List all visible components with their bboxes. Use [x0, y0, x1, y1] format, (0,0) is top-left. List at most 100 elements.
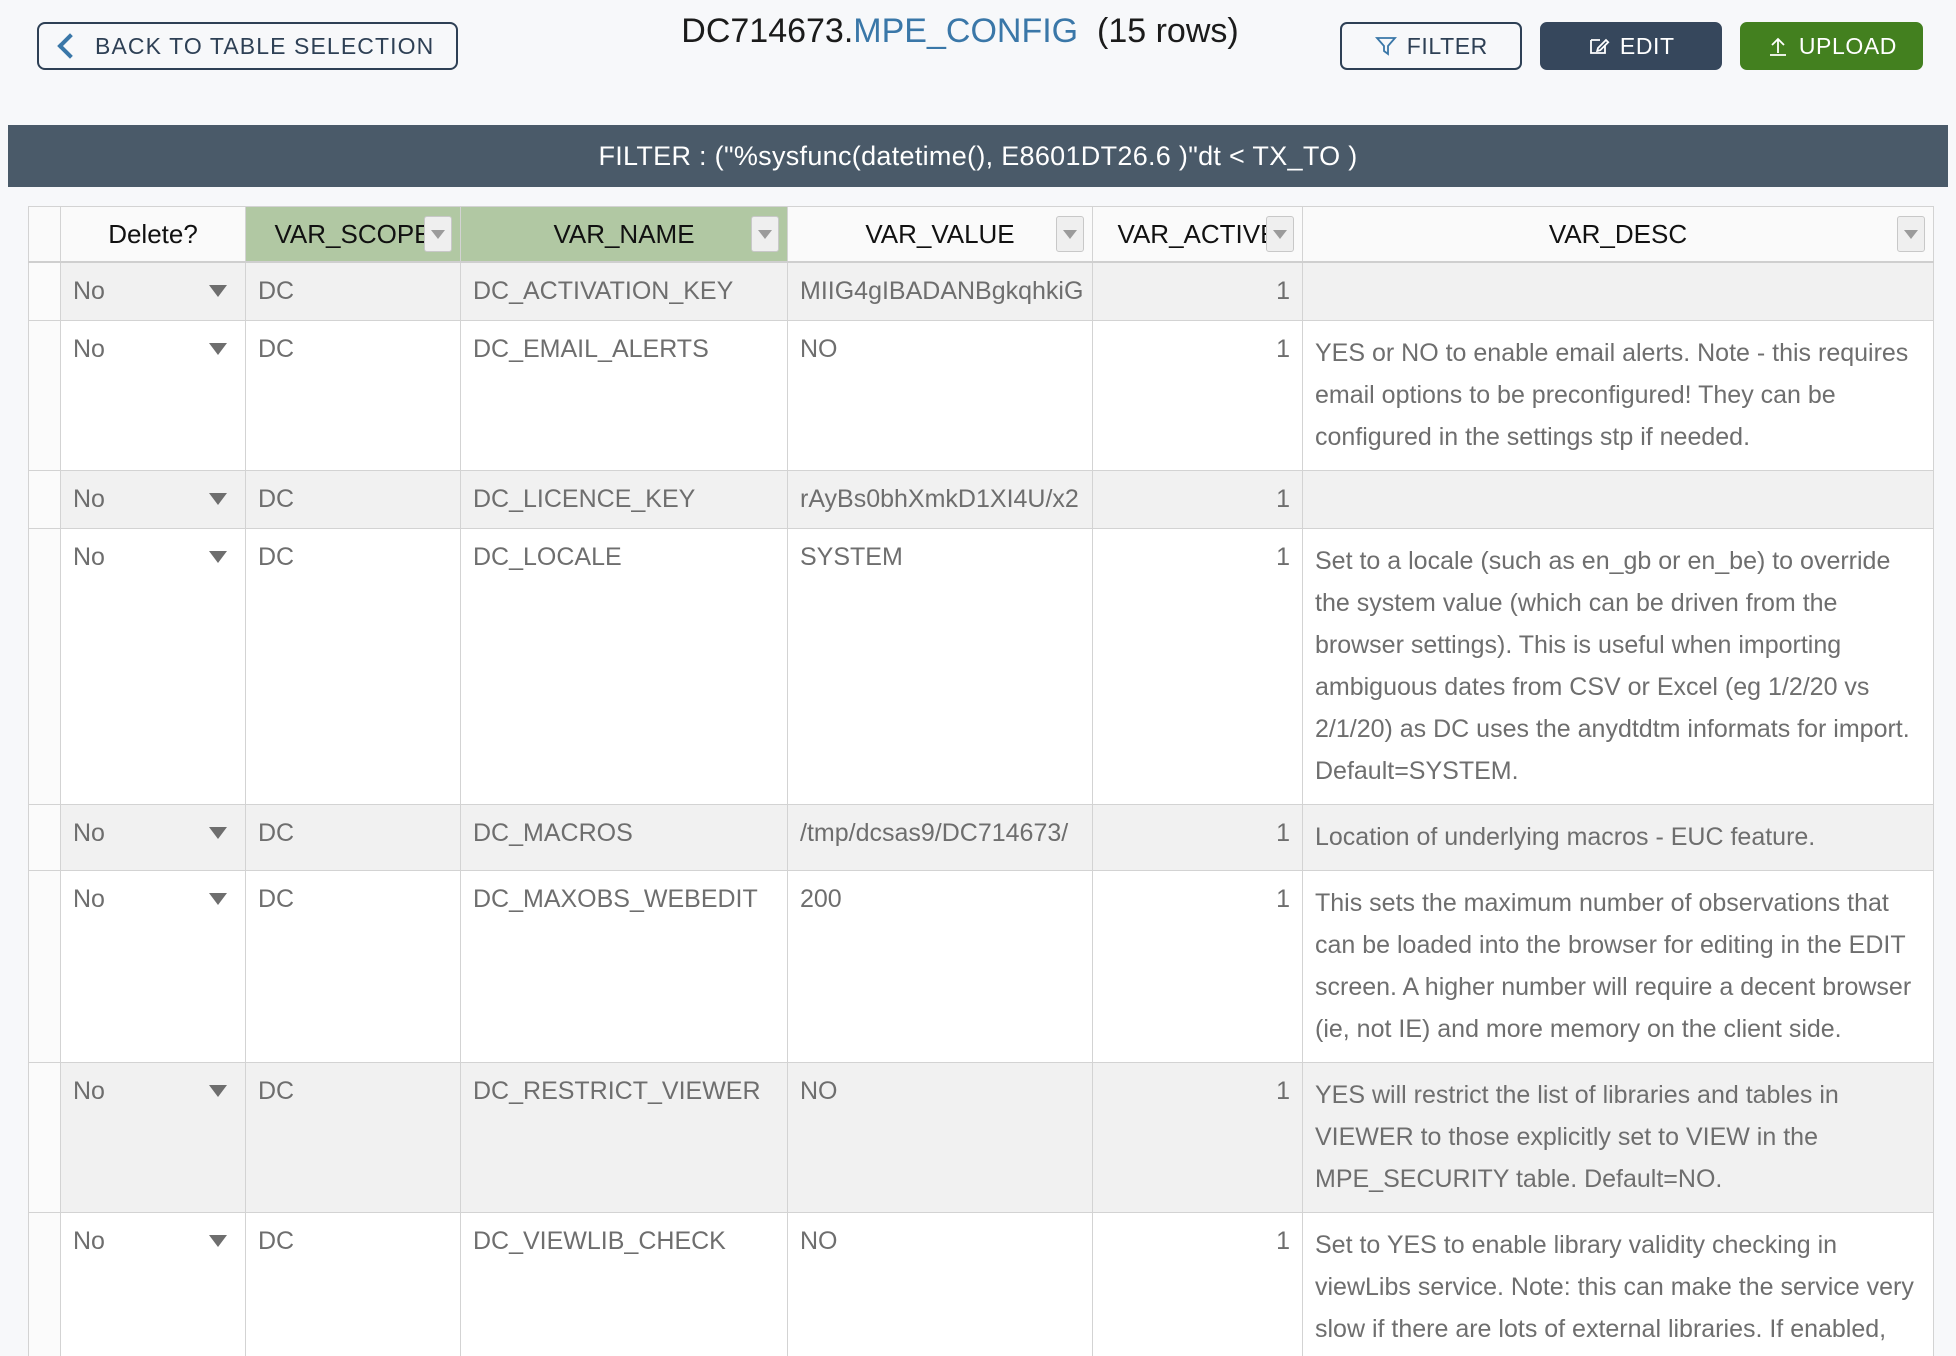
- cell-var-scope[interactable]: DC: [245, 1212, 461, 1356]
- cell-var-name[interactable]: DC_MACROS: [460, 804, 788, 871]
- column-header-var-desc-label: VAR_DESC: [1548, 218, 1688, 249]
- cell-var-value[interactable]: NO: [787, 320, 1093, 471]
- table-row[interactable]: No DC DC_MACROS/tmp/dcsas9/DC714673/1 Locat…: [28, 804, 1934, 871]
- chevron-down-icon[interactable]: [209, 493, 227, 505]
- cell-var-desc[interactable]: Set to YES to enable library validity ch…: [1302, 1212, 1934, 1356]
- cell-var-desc[interactable]: This sets the maximum number of observat…: [1302, 870, 1934, 1063]
- cell-delete[interactable]: No: [60, 1062, 246, 1213]
- cell-var-name[interactable]: DC_LICENCE_KEY: [460, 470, 788, 529]
- cell-var-scope[interactable]: DC: [245, 261, 461, 321]
- cell-var-active[interactable]: 1: [1092, 1212, 1303, 1356]
- cell-var-name[interactable]: DC_EMAIL_ALERTS: [460, 320, 788, 471]
- column-filter-var-active[interactable]: [1266, 216, 1294, 252]
- chevron-down-icon[interactable]: [209, 1085, 227, 1097]
- chevron-down-icon[interactable]: [209, 827, 227, 839]
- column-header-var-desc[interactable]: VAR_DESC: [1302, 206, 1934, 263]
- row-handle[interactable]: [28, 1212, 61, 1356]
- cell-var-active[interactable]: 1: [1092, 528, 1303, 805]
- upload-button[interactable]: UPLOAD: [1739, 22, 1923, 70]
- column-header-var-value[interactable]: VAR_VALUE: [787, 206, 1093, 263]
- cell-delete[interactable]: No: [60, 804, 246, 871]
- cell-var-active[interactable]: 1: [1092, 1062, 1303, 1213]
- cell-var-name[interactable]: DC_VIEWLIB_CHECK: [460, 1212, 788, 1356]
- column-header-var-active-label: VAR_ACTIVE: [1117, 218, 1278, 249]
- cell-var-active[interactable]: 1: [1092, 470, 1303, 529]
- cell-var-name[interactable]: DC_RESTRICT_VIEWER: [460, 1062, 788, 1213]
- cell-var-active[interactable]: 1: [1092, 261, 1303, 321]
- cell-var-active[interactable]: 1: [1092, 804, 1303, 871]
- cell-var-value[interactable]: NO: [787, 1212, 1093, 1356]
- cell-var-value[interactable]: MIIG4gIBADANBgkqhkiG: [787, 261, 1093, 321]
- cell-delete[interactable]: No: [60, 320, 246, 471]
- table-row[interactable]: No DC DC_LICENCE_KEY rAyBs0bhXmkD1XI4U/x2 1: [28, 470, 1934, 529]
- cell-var-scope[interactable]: DC: [245, 804, 461, 871]
- cell-var-scope[interactable]: DC: [245, 320, 461, 471]
- row-handle[interactable]: [28, 804, 61, 871]
- cell-delete[interactable]: No: [60, 470, 246, 529]
- cell-var-value[interactable]: NO: [787, 1062, 1093, 1213]
- chevron-down-icon[interactable]: [209, 343, 227, 355]
- edit-button[interactable]: EDIT: [1539, 22, 1722, 70]
- row-handle[interactable]: [28, 261, 61, 321]
- cell-var-desc[interactable]: Location of underlying macros - EUC feat…: [1302, 804, 1934, 871]
- filter-button-label: FILTER: [1406, 32, 1488, 59]
- column-header-var-scope[interactable]: VAR_SCOPE: [245, 206, 461, 263]
- column-filter-var-scope[interactable]: [424, 216, 452, 252]
- cell-delete[interactable]: No: [60, 1212, 246, 1356]
- table-row[interactable]: No DC DC_MAXOBS_WEBEDIT 200 1 This sets the m…: [28, 870, 1934, 1063]
- cell-var-desc[interactable]: [1302, 261, 1934, 321]
- cell-var-active[interactable]: 1: [1092, 870, 1303, 1063]
- cell-var-scope[interactable]: DC: [245, 870, 461, 1063]
- table-row[interactable]: No DC DC_VIEWLIB_CHECK NO 1 Set to YES to ena…: [28, 1212, 1934, 1356]
- filter-button[interactable]: FILTER: [1339, 22, 1522, 70]
- delete-select-value: No: [73, 485, 105, 513]
- back-to-table-selection-button[interactable]: BACK TO TABLE SELECTION: [37, 22, 459, 70]
- column-header-delete-label: Delete?: [108, 218, 198, 249]
- cell-var-desc[interactable]: Set to a locale (such as en_gb or en_be)…: [1302, 528, 1934, 805]
- chevron-down-icon[interactable]: [209, 285, 227, 297]
- row-handle[interactable]: [28, 1062, 61, 1213]
- table-row[interactable]: No DC DC_ACTIVATION_KEY MIIG4gIBADANBgkqhki…: [28, 261, 1934, 321]
- data-grid-container[interactable]: Delete? VAR_SCOPE VAR_NAME: [28, 206, 1934, 1356]
- cell-var-name[interactable]: DC_LOCALE: [460, 528, 788, 805]
- delete-select-value: No: [73, 543, 105, 571]
- chevron-down-icon[interactable]: [209, 551, 227, 563]
- column-header-var-scope-label: VAR_SCOPE: [274, 218, 432, 249]
- cell-var-value[interactable]: /tmp/dcsas9/DC714673/: [787, 804, 1093, 871]
- cell-delete[interactable]: No: [60, 528, 246, 805]
- chevron-down-icon[interactable]: [209, 1235, 227, 1247]
- row-handle[interactable]: [28, 870, 61, 1063]
- column-header-var-name[interactable]: VAR_NAME: [460, 206, 788, 263]
- row-handle[interactable]: [28, 470, 61, 529]
- row-handle[interactable]: [28, 528, 61, 805]
- cell-var-value[interactable]: 200: [787, 870, 1093, 1063]
- column-filter-var-desc[interactable]: [1897, 216, 1925, 252]
- column-filter-var-value[interactable]: [1056, 216, 1084, 252]
- cell-var-desc[interactable]: [1302, 470, 1934, 529]
- column-filter-var-name[interactable]: [751, 216, 779, 252]
- table-row[interactable]: No DC DC_LOCALE SYSTEM 1 Set to a locale (suc…: [28, 528, 1934, 805]
- delete-select-value: No: [73, 277, 105, 305]
- cell-var-desc[interactable]: YES will restrict the list of libraries …: [1302, 1062, 1934, 1213]
- row-handle[interactable]: [28, 320, 61, 471]
- chevron-down-icon: [431, 229, 445, 239]
- cell-var-value[interactable]: SYSTEM: [787, 528, 1093, 805]
- data-grid-body: No DC DC_ACTIVATION_KEY MIIG4gIBADANBgkqhki…: [28, 261, 1934, 1356]
- chevron-down-icon[interactable]: [209, 893, 227, 905]
- cell-var-active[interactable]: 1: [1092, 320, 1303, 471]
- cell-var-name[interactable]: DC_ACTIVATION_KEY: [460, 261, 788, 321]
- cell-var-scope[interactable]: DC: [245, 470, 461, 529]
- cell-var-value[interactable]: rAyBs0bhXmkD1XI4U/x2: [787, 470, 1093, 529]
- table-row[interactable]: No DC DC_EMAIL_ALERTS NO 1 YES or NO to enabl…: [28, 320, 1934, 471]
- column-header-var-active[interactable]: VAR_ACTIVE: [1092, 206, 1303, 263]
- cell-var-name[interactable]: DC_MAXOBS_WEBEDIT: [460, 870, 788, 1063]
- column-header-delete[interactable]: Delete?: [60, 206, 246, 263]
- funnel-icon: [1374, 34, 1398, 58]
- cell-delete[interactable]: No: [60, 261, 246, 321]
- cell-var-scope[interactable]: DC: [245, 1062, 461, 1213]
- cell-var-desc[interactable]: YES or NO to enable email alerts. Note -…: [1302, 320, 1934, 471]
- table-row[interactable]: No DC DC_RESTRICT_VIEWER NO 1 YES will restri…: [28, 1062, 1934, 1213]
- delete-select-value: No: [73, 885, 105, 913]
- cell-var-scope[interactable]: DC: [245, 528, 461, 805]
- cell-delete[interactable]: No: [60, 870, 246, 1063]
